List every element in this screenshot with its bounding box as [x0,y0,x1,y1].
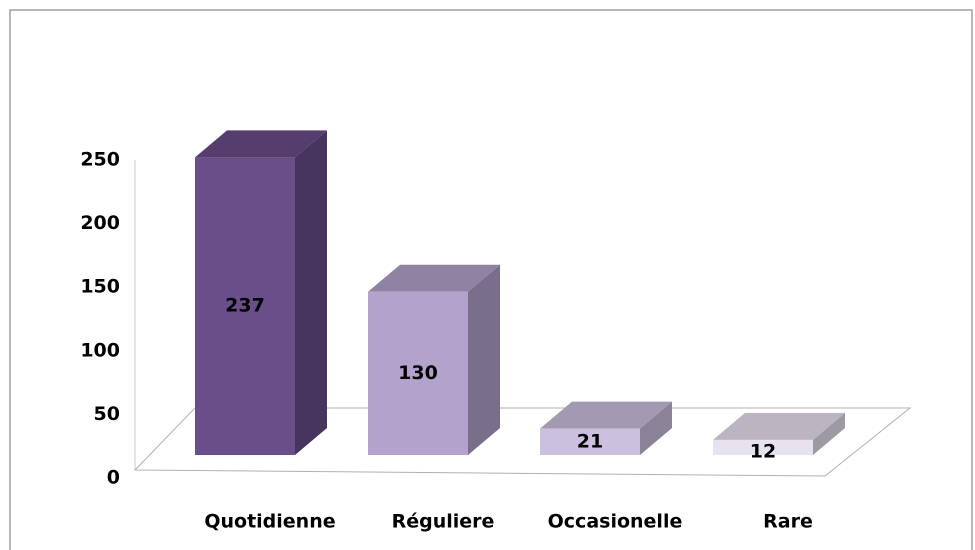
bar-top [195,130,327,158]
bar-top [713,412,845,440]
bar-side [640,401,672,455]
x-tick-label: Réguliere [392,511,495,533]
bar-side [813,412,845,455]
bar [540,428,640,455]
bar-top [540,401,672,429]
value-label: 130 [398,362,438,384]
bar-side [468,264,500,455]
bar [368,291,468,455]
x-tick-label: Occasionelle [548,511,683,533]
value-label: 12 [750,440,776,462]
value-label: 237 [225,295,265,317]
y-tick-label: 200 [80,212,120,234]
bar-side [295,130,327,455]
value-label: 21 [577,430,603,452]
y-tick-label: 250 [80,149,120,171]
x-tick-label: Rare [763,511,813,533]
y-tick-label: 0 [107,467,120,489]
y-tick-label: 150 [80,276,120,298]
floor [133,407,912,477]
y-tick-label: 50 [94,403,120,425]
x-tick-label: Quotidienne [204,511,335,533]
y-tick-label: 100 [80,339,120,361]
bar [195,157,295,455]
bar [713,439,813,455]
bar-top [368,264,500,292]
